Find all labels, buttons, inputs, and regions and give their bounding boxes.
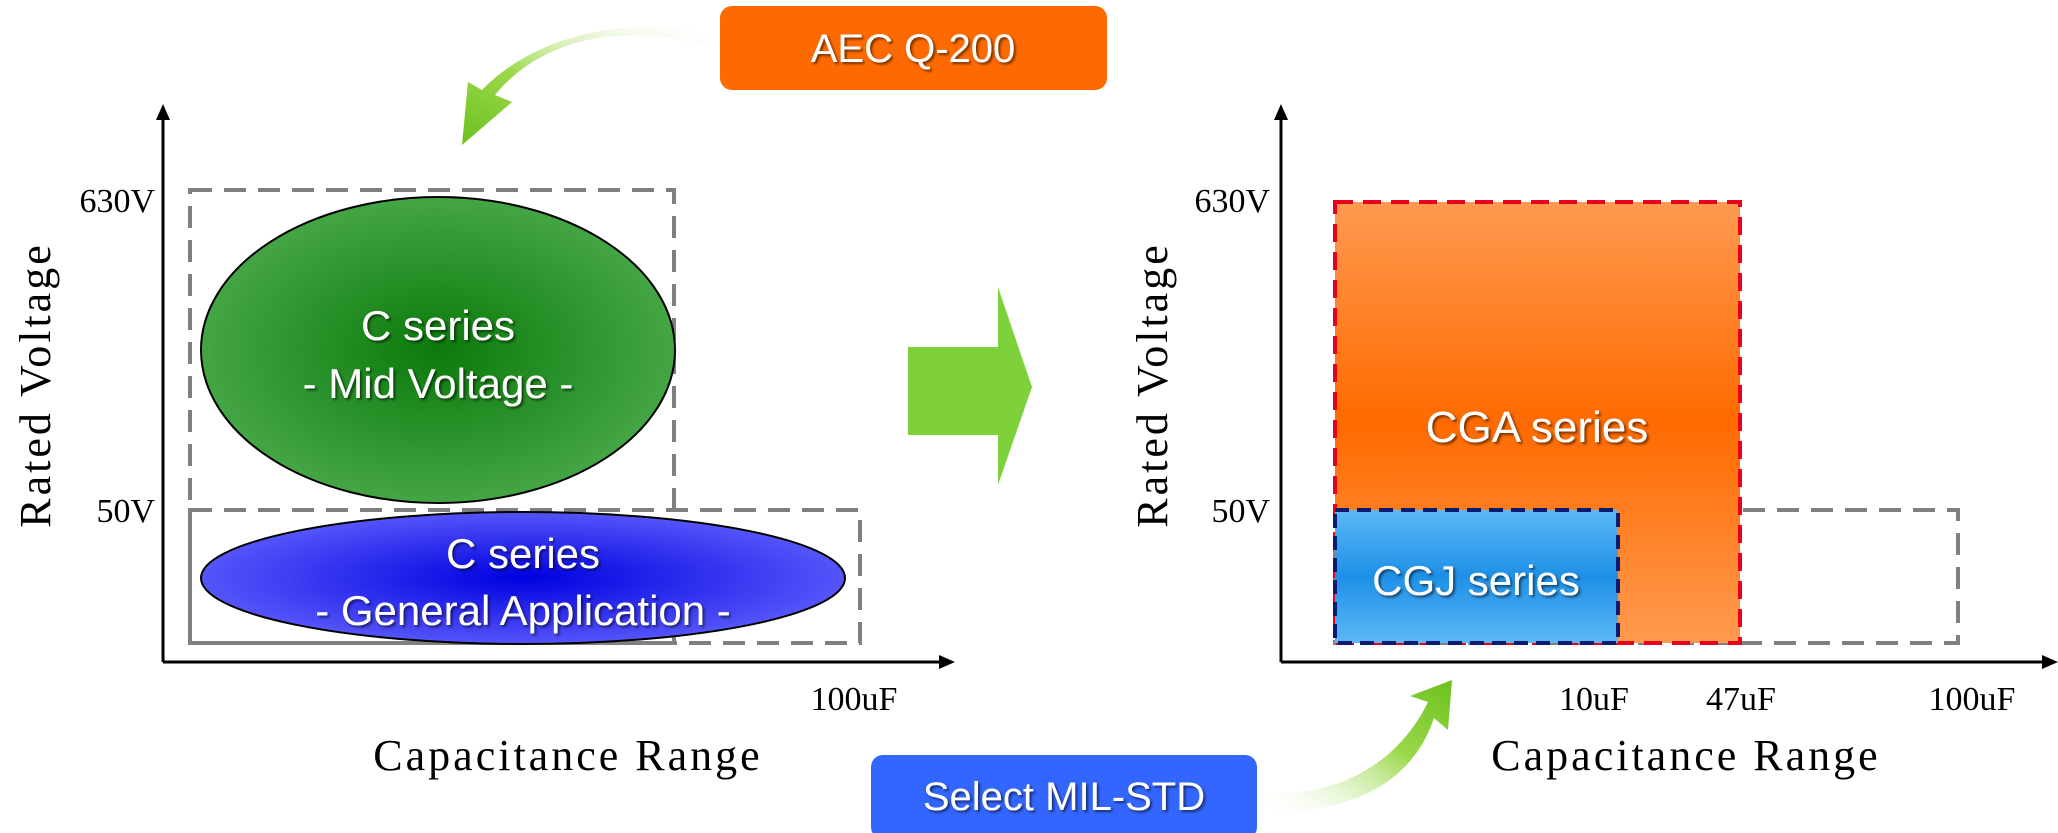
right-x-axis-label: Capacitance Range xyxy=(1491,731,1880,780)
right-x-axis-arrow-icon xyxy=(2042,655,2058,669)
mil-std-badge: Select MIL-STD xyxy=(871,755,1257,833)
aec-badge: AEC Q-200 xyxy=(720,6,1107,90)
cga-series-label: CGA series xyxy=(1426,403,1649,452)
mil-std-badge-bg xyxy=(871,755,1257,833)
right-x-tick-10uf: 10uF xyxy=(1559,681,1629,718)
mid-voltage-series-subtitle: - Mid Voltage - xyxy=(303,360,574,407)
cgj-series-region xyxy=(1333,508,1620,645)
mid-voltage-series-title: C series xyxy=(361,302,515,349)
left-y-axis-arrow-icon xyxy=(156,104,170,120)
mid-voltage-series-ellipse xyxy=(200,196,676,504)
aec-curved-arrow-icon xyxy=(462,26,715,146)
right-y-tick-630v: 630V xyxy=(1194,183,1270,220)
left-x-tick-100uf: 100uF xyxy=(811,681,898,718)
left-y-axis-label: Rated Voltage xyxy=(11,242,60,527)
right-x-tick-100uf: 100uF xyxy=(1929,681,2016,718)
right-y-tick-50v: 50V xyxy=(1211,493,1270,530)
left-x-axis-arrow-icon xyxy=(939,655,955,669)
right-y-axis-label: Rated Voltage xyxy=(1128,242,1177,527)
aec-badge-label: AEC Q-200 xyxy=(811,27,1016,71)
mil-curved-arrow-icon xyxy=(1258,680,1452,813)
mil-std-badge-label: Select MIL-STD xyxy=(923,775,1205,819)
general-application-series-ellipse xyxy=(200,511,846,645)
general-application-series-title: C series xyxy=(446,530,600,577)
left-chart: C series - Mid Voltage - C series - Gene… xyxy=(11,104,955,780)
right-chart: CGA series CGJ series 630V 50V 10uF 47uF… xyxy=(1128,104,2058,780)
left-mid-voltage-region-outline xyxy=(188,188,676,645)
general-application-series-subtitle: - General Application - xyxy=(315,587,731,634)
right-x-tick-47uf: 47uF xyxy=(1706,681,1776,718)
transition-arrow-icon xyxy=(908,287,1032,485)
aec-badge-bg xyxy=(720,6,1107,90)
left-y-tick-630v: 630V xyxy=(79,183,155,220)
right-y-axis-arrow-icon xyxy=(1274,104,1288,120)
left-x-axis-label: Capacitance Range xyxy=(373,731,762,780)
left-y-tick-50v: 50V xyxy=(96,493,155,530)
cgj-series-label: CGJ series xyxy=(1372,557,1580,604)
